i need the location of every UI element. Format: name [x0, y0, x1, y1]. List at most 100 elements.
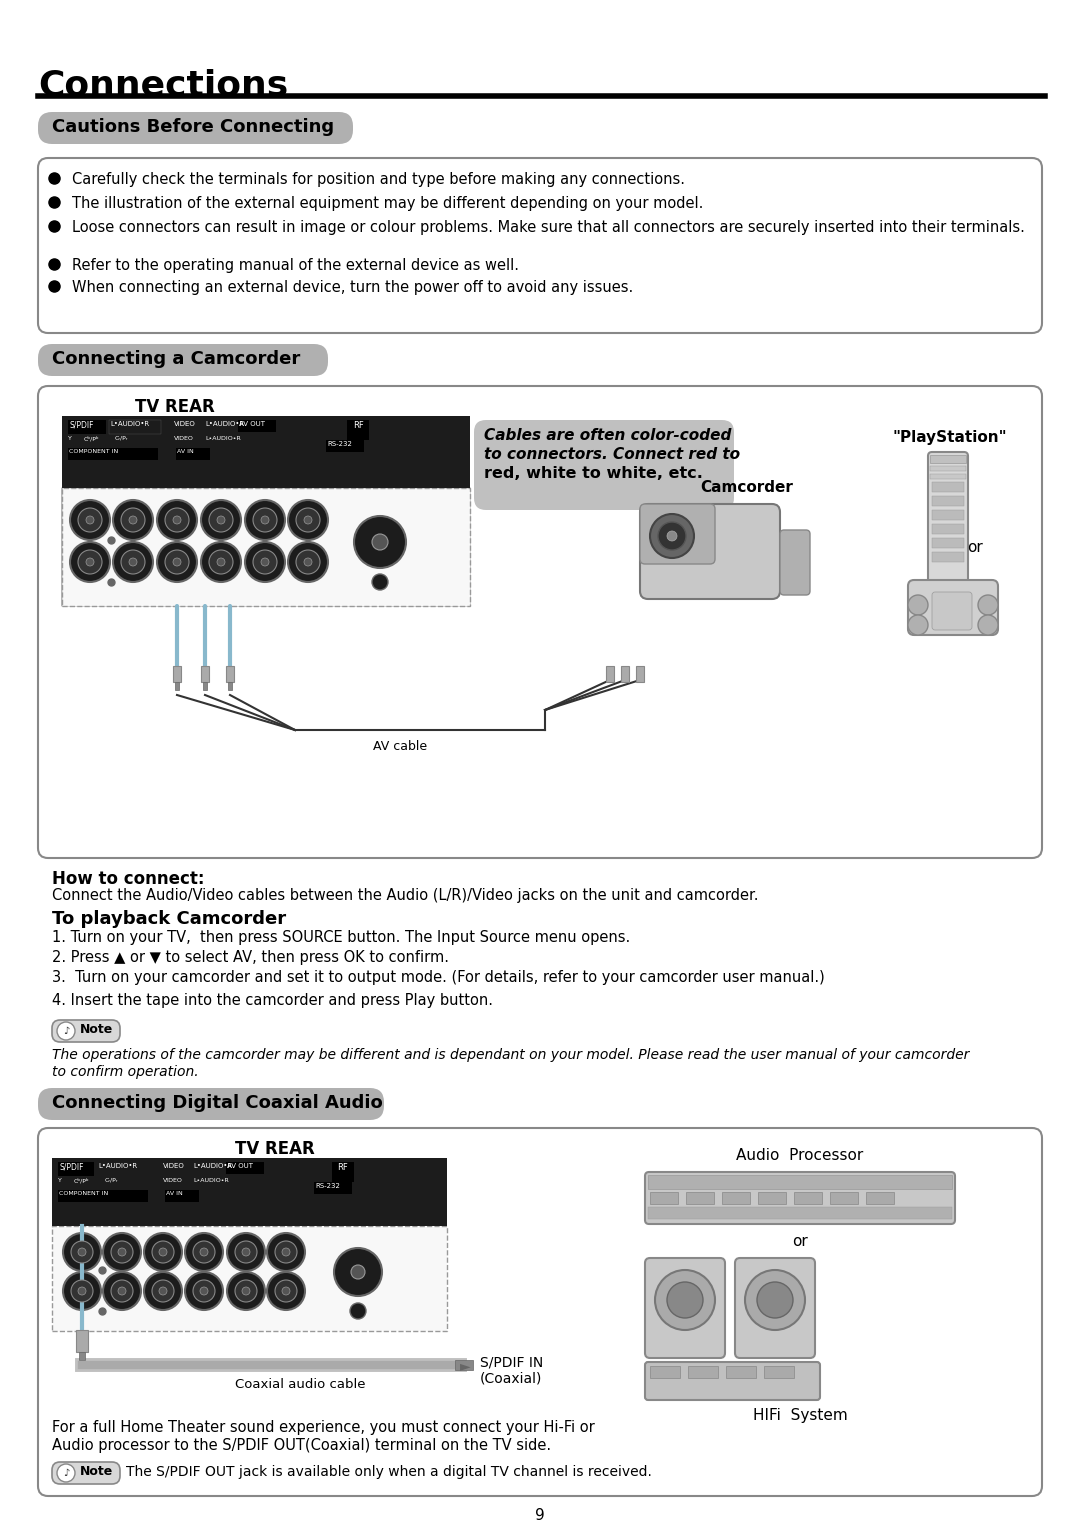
- Circle shape: [235, 1280, 257, 1303]
- Bar: [831, 1193, 858, 1203]
- Text: AV IN: AV IN: [177, 449, 193, 454]
- Circle shape: [193, 1241, 215, 1263]
- Circle shape: [185, 1232, 222, 1270]
- Text: Y: Y: [58, 1177, 62, 1183]
- Text: Audio  Processor: Audio Processor: [737, 1148, 864, 1164]
- Bar: [175, 683, 179, 690]
- Bar: [455, 1361, 473, 1370]
- Text: COMPONENT IN: COMPONENT IN: [59, 1191, 108, 1196]
- FancyBboxPatch shape: [932, 592, 972, 631]
- Text: RF: RF: [338, 1164, 349, 1173]
- Circle shape: [296, 550, 320, 574]
- Text: COMPONENT IN: COMPONENT IN: [69, 449, 118, 454]
- Bar: [932, 538, 964, 548]
- Circle shape: [78, 550, 102, 574]
- Text: S/PDIF: S/PDIF: [59, 1164, 83, 1173]
- Circle shape: [103, 1272, 141, 1310]
- Text: L•AUDIO•R: L•AUDIO•R: [205, 437, 241, 441]
- Circle shape: [210, 508, 233, 531]
- Circle shape: [201, 499, 241, 541]
- Bar: [688, 1367, 718, 1377]
- Circle shape: [978, 596, 998, 615]
- Text: Loose connectors can result in image or colour problems. Make sure that all conn: Loose connectors can result in image or …: [72, 220, 1025, 235]
- Circle shape: [152, 1241, 174, 1263]
- Text: ►: ►: [460, 1359, 471, 1373]
- Circle shape: [650, 515, 694, 557]
- Bar: [314, 1182, 352, 1194]
- Circle shape: [111, 1241, 133, 1263]
- Circle shape: [86, 557, 94, 567]
- FancyBboxPatch shape: [38, 111, 353, 144]
- Bar: [173, 666, 181, 683]
- Text: 9: 9: [535, 1509, 545, 1522]
- Text: VIDEO: VIDEO: [174, 437, 194, 441]
- Bar: [930, 473, 966, 479]
- Text: RF: RF: [353, 421, 363, 431]
- Bar: [228, 683, 232, 690]
- Bar: [686, 1193, 714, 1203]
- Circle shape: [253, 508, 276, 531]
- Bar: [932, 496, 964, 505]
- Bar: [636, 666, 644, 683]
- Bar: [226, 1162, 264, 1174]
- Text: 3.  Turn on your camcorder and set it to output mode. (For details, refer to you: 3. Turn on your camcorder and set it to …: [52, 970, 825, 985]
- Bar: [176, 447, 210, 460]
- Circle shape: [303, 516, 312, 524]
- Text: 1. Turn on your TV,  then press SOURCE button. The Input Source menu opens.: 1. Turn on your TV, then press SOURCE bu…: [52, 930, 631, 945]
- Circle shape: [185, 1272, 222, 1310]
- Text: VIDEO: VIDEO: [174, 421, 195, 428]
- Text: Note: Note: [80, 1464, 113, 1478]
- Text: The illustration of the external equipment may be different depending on your mo: The illustration of the external equipme…: [72, 195, 703, 211]
- Text: TV REAR: TV REAR: [235, 1141, 315, 1157]
- Text: L•AUDIO•R: L•AUDIO•R: [193, 1177, 229, 1183]
- Circle shape: [334, 1248, 382, 1296]
- Text: or: or: [792, 1234, 808, 1249]
- Circle shape: [242, 1287, 249, 1295]
- Circle shape: [667, 531, 677, 541]
- Text: Carefully check the terminals for position and type before making any connection: Carefully check the terminals for positi…: [72, 173, 685, 186]
- Circle shape: [227, 1232, 265, 1270]
- Text: Camcorder: Camcorder: [700, 479, 793, 495]
- Text: HIFi  System: HIFi System: [753, 1408, 848, 1423]
- Bar: [932, 551, 964, 562]
- FancyBboxPatch shape: [38, 157, 1042, 333]
- Circle shape: [121, 508, 145, 531]
- Bar: [866, 1193, 894, 1203]
- Circle shape: [288, 499, 328, 541]
- Circle shape: [157, 542, 197, 582]
- Circle shape: [63, 1272, 102, 1310]
- Circle shape: [908, 596, 928, 615]
- Circle shape: [70, 542, 110, 582]
- Text: RS-232: RS-232: [315, 1183, 340, 1190]
- Text: The operations of the camcorder may be different and is dependant on your model.: The operations of the camcorder may be d…: [52, 1048, 970, 1061]
- Bar: [79, 1351, 85, 1361]
- Text: How to connect:: How to connect:: [52, 870, 204, 889]
- Circle shape: [267, 1232, 305, 1270]
- Text: to confirm operation.: to confirm operation.: [52, 1064, 199, 1080]
- Bar: [650, 1367, 680, 1377]
- Circle shape: [267, 1272, 305, 1310]
- Circle shape: [78, 1287, 86, 1295]
- Text: (Coaxial): (Coaxial): [480, 1371, 542, 1387]
- Circle shape: [157, 499, 197, 541]
- FancyBboxPatch shape: [735, 1258, 815, 1358]
- FancyBboxPatch shape: [645, 1173, 955, 1225]
- FancyBboxPatch shape: [38, 1128, 1042, 1496]
- Bar: [62, 415, 470, 489]
- Text: L•AUDIO•R: L•AUDIO•R: [205, 421, 244, 428]
- Circle shape: [282, 1248, 291, 1257]
- Circle shape: [113, 499, 153, 541]
- Text: Y: Y: [68, 437, 72, 441]
- Bar: [238, 420, 276, 432]
- Circle shape: [70, 499, 110, 541]
- Text: Coaxial audio cable: Coaxial audio cable: [234, 1377, 365, 1391]
- Bar: [932, 510, 964, 521]
- Circle shape: [757, 1283, 793, 1318]
- Circle shape: [372, 534, 388, 550]
- Bar: [930, 455, 966, 463]
- Text: to connectors. Connect red to: to connectors. Connect red to: [484, 447, 740, 463]
- Circle shape: [152, 1280, 174, 1303]
- Bar: [203, 683, 207, 690]
- Text: Cautions Before Connecting: Cautions Before Connecting: [52, 118, 334, 136]
- Circle shape: [288, 542, 328, 582]
